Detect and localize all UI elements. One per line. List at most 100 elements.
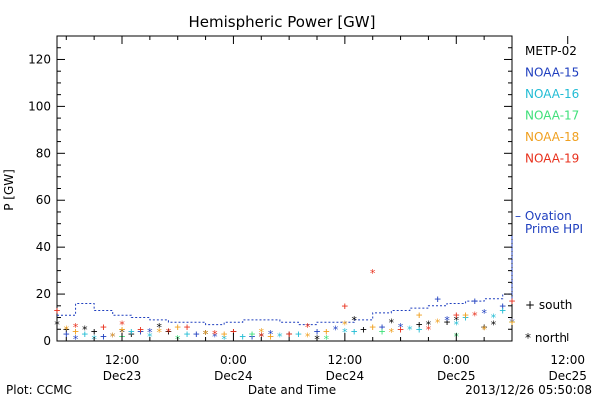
noaa-18-north-point: *	[258, 326, 265, 339]
noaa-19-north-point: *	[165, 326, 172, 339]
x-axis-label: Date and Time	[248, 383, 336, 397]
noaa-16-south-point: +	[462, 311, 469, 324]
noaa-19-south-point: +	[397, 323, 404, 336]
metp-02-south-point: +	[165, 325, 172, 338]
legend-entry: NOAA-19	[525, 152, 579, 166]
noaa-18-north-point: *	[202, 328, 209, 341]
x-tick-date-label: Dec25	[437, 369, 476, 383]
noaa-18-south-point: +	[267, 330, 274, 343]
noaa-19-south-point: +	[137, 323, 144, 336]
noaa-15-south-point: +	[434, 292, 441, 305]
noaa-15-south-point: +	[472, 295, 479, 308]
noaa-16-south-point: +	[499, 304, 506, 317]
noaa-19-south-point: +	[342, 299, 349, 312]
noaa-16-south-point: +	[82, 327, 89, 340]
metp-02-north-point: *	[82, 323, 89, 336]
chart-title: Hemispheric Power [GW]	[189, 13, 376, 31]
noaa-18-south-point: +	[509, 316, 516, 329]
noaa-15-north-point: *	[109, 330, 116, 343]
x-tick-time-label: 0:00	[220, 353, 247, 367]
metp-02-south-point: +	[63, 323, 70, 336]
noaa-18-south-point: +	[323, 325, 330, 338]
noaa-18-south-point: +	[72, 325, 79, 338]
noaa-16-north-point: *	[342, 326, 349, 339]
x-tick-time-label: 12:00	[105, 353, 140, 367]
noaa-19-north-point: *	[119, 319, 126, 332]
legend: METP-02 NOAA-15 NOAA-16 NOAA-17 NOAA-18 NOAA-…	[515, 44, 583, 345]
noaa-18-north-point: *	[109, 330, 116, 343]
ovation-step-line	[57, 235, 513, 326]
noaa-15-south-point: +	[379, 320, 386, 333]
noaa-19-south-point: +	[509, 295, 516, 308]
x-tick-time-label: 12:00	[550, 353, 585, 367]
noaa-19-south-point: +	[230, 325, 237, 338]
noaa-17-south-point: +	[509, 316, 516, 329]
noaa-18-north-point: *	[342, 319, 349, 332]
noaa-15-north-point: *	[509, 316, 516, 329]
noaa-18-north-point: *	[481, 323, 488, 336]
metp-02-north-point: *	[156, 321, 163, 334]
noaa-16-north-point: *	[147, 330, 154, 343]
noaa-15-south-point: +	[249, 330, 256, 343]
metp-02-south-point: +	[360, 323, 367, 336]
y-tick-label: 60	[36, 193, 51, 207]
data-points: ++++++++++************++++++++++********…	[54, 267, 516, 346]
footer-timestamp: 2013/12/26 05:50:08	[465, 383, 592, 397]
noaa-19-north-point: *	[212, 328, 219, 341]
noaa-16-north-point: *	[407, 323, 414, 336]
y-tick-label: 120	[28, 52, 51, 66]
noaa-18-north-point: *	[63, 323, 70, 336]
x-tick-time-label: 12:00	[328, 353, 363, 367]
x-tick-date-label: Dec24	[214, 369, 253, 383]
y-axis: 0 20 40 60 80 100 120	[28, 47, 512, 348]
legend-entry: NOAA-18	[525, 130, 579, 144]
metp-02-south-point: +	[286, 327, 293, 340]
noaa-16-south-point: +	[351, 325, 358, 338]
footer-credit: Plot: CCMC	[6, 383, 72, 397]
metp-02-north-point: *	[351, 314, 358, 327]
metp-02-north-point: *	[425, 319, 432, 332]
y-tick-label: 100	[28, 99, 51, 113]
noaa-18-south-point: +	[369, 320, 376, 333]
noaa-16-north-point: *	[277, 330, 284, 343]
noaa-15-north-point: *	[332, 323, 339, 336]
noaa-16-south-point: +	[416, 323, 423, 336]
noaa-16-south-point: +	[295, 327, 302, 340]
legend-entry: NOAA-16	[525, 87, 579, 101]
noaa-19-south-point: +	[184, 320, 191, 333]
y-tick-label: 80	[36, 146, 51, 160]
noaa-18-north-point: *	[304, 330, 311, 343]
metp-02-south-point: +	[91, 325, 98, 338]
noaa-15-north-point: *	[397, 321, 404, 334]
noaa-15-north-point: *	[147, 326, 154, 339]
noaa-18-north-point: *	[156, 326, 163, 339]
noaa-19-north-point: *	[304, 321, 311, 334]
metp-02-north-point: *	[54, 319, 61, 332]
noaa-18-south-point: +	[221, 327, 228, 340]
noaa-19-north-point: *	[472, 309, 479, 322]
noaa-15-south-point: +	[63, 327, 70, 340]
legend-entry: NOAA-17	[525, 109, 579, 123]
noaa-19-north-point: *	[425, 323, 432, 336]
metp-02-south-point: +	[128, 327, 135, 340]
noaa-18-north-point: *	[388, 326, 395, 339]
y-tick-label: 40	[36, 240, 51, 254]
metp-02-north-point: *	[490, 319, 497, 332]
noaa-19-north-point: *	[72, 321, 79, 334]
y-axis-label: P [GW]	[2, 169, 16, 211]
noaa-15-south-point: +	[499, 299, 506, 312]
noaa-18-south-point: +	[462, 309, 469, 322]
noaa-17-south-point: +	[249, 327, 256, 340]
noaa-15-north-point: *	[444, 314, 451, 327]
metp-02-north-point: *	[202, 328, 209, 341]
metp-02-south-point: +	[230, 325, 237, 338]
x-tick-date-label: Dec24	[326, 369, 365, 383]
noaa-19-south-point: +	[453, 309, 460, 322]
noaa-19-north-point: *	[369, 267, 376, 280]
noaa-15-north-point: *	[72, 333, 79, 346]
noaa-18-north-point: *	[434, 316, 441, 329]
metp-02-south-point: +	[444, 316, 451, 329]
legend-north: * north	[525, 331, 567, 345]
legend-entry: METP-02	[525, 44, 577, 58]
noaa-19-north-point: *	[258, 330, 265, 343]
